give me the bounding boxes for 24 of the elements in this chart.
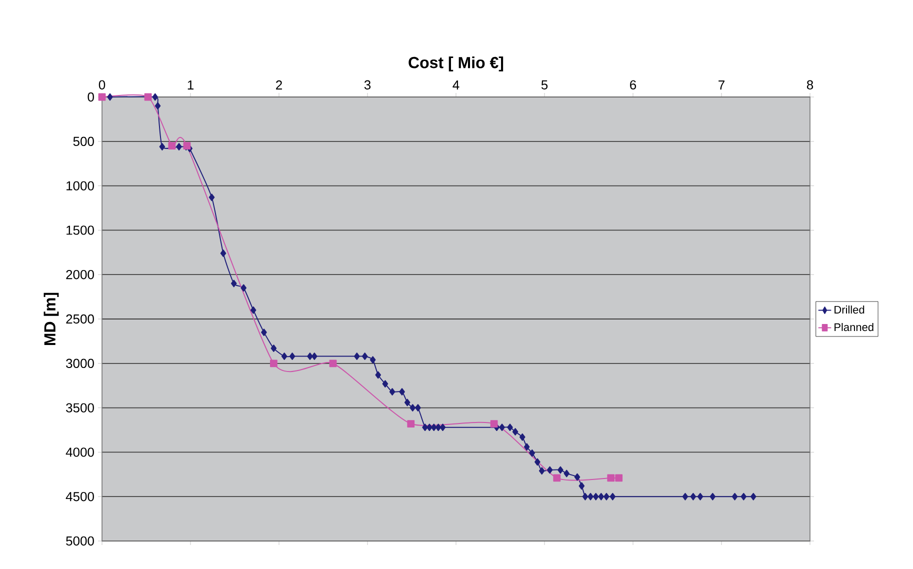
x-tick-label: 6 <box>630 80 636 90</box>
y-axis-title: MD [m] <box>44 292 59 346</box>
y-tick-label: 4000 <box>66 448 94 457</box>
y-tick-label: 5000 <box>66 536 94 546</box>
x-tick-label: 1 <box>188 80 194 90</box>
x-tick-label: 8 <box>806 80 814 90</box>
y-tick-label: 1500 <box>66 226 94 235</box>
y-tick-label: 2500 <box>66 314 94 324</box>
x-tick-label: 2 <box>276 80 282 90</box>
x-tick-label: 4 <box>452 80 460 90</box>
x-axis-title: Cost [ Mio €] <box>408 56 504 72</box>
y-tick-label: 4500 <box>66 492 94 502</box>
x-tick-label: 0 <box>98 80 106 90</box>
y-tick-label: 1000 <box>66 181 94 190</box>
y-tick-label: 2000 <box>66 270 94 280</box>
y-tick-label: 500 <box>73 136 94 146</box>
x-tick-label: 7 <box>718 80 724 90</box>
legend-label: Drilled <box>834 306 864 314</box>
y-tick-label: 3500 <box>66 403 94 412</box>
x-tick-label: 5 <box>541 80 548 90</box>
legend-label: Planned <box>834 323 874 332</box>
y-tick-label: 3000 <box>66 358 94 368</box>
y-tick-label: 0 <box>88 92 94 102</box>
x-tick-label: 3 <box>364 80 371 90</box>
